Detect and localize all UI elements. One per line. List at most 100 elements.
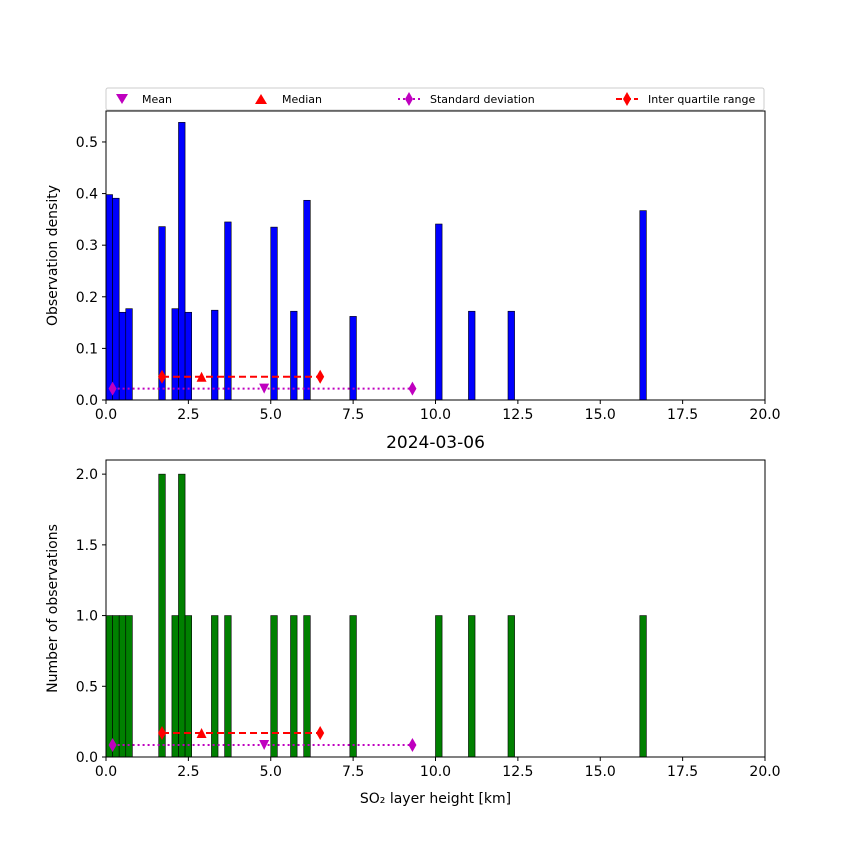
- count-x-tick-label: 20.0: [749, 764, 780, 780]
- density-x-tick-label: 7.5: [342, 407, 364, 423]
- density-y-tick-label: 0.4: [76, 187, 98, 203]
- density-bar: [224, 221, 232, 401]
- count-bar: [639, 615, 647, 758]
- density-median-marker: [196, 371, 207, 382]
- density-bar: [125, 308, 133, 401]
- density-iqr-marker: [316, 369, 325, 384]
- count-y-tick-label: 1.5: [76, 538, 98, 554]
- density-std-dev-marker: [108, 381, 117, 396]
- count-bar: [349, 615, 357, 758]
- legend-frame: [105, 87, 765, 111]
- count-bar: [303, 615, 311, 758]
- count-y-tick-label: 0.5: [76, 679, 98, 695]
- count-y-tick-label: 1.0: [76, 609, 98, 625]
- density-bar: [435, 223, 443, 401]
- count-bar: [270, 615, 278, 758]
- density-y-tick-label: 0.2: [76, 290, 98, 306]
- density-bar: [171, 308, 179, 401]
- count-bar: [224, 615, 232, 758]
- legend-item-iqr: Inter quartile range: [616, 92, 755, 106]
- density-bars: [105, 122, 647, 401]
- legend-item-std-dev: Standard deviation: [398, 92, 535, 106]
- density-bar: [118, 311, 127, 401]
- count-x-tick-label: 15.0: [585, 764, 616, 780]
- density-mean-marker: [259, 383, 270, 394]
- count-x-ticks: 0.0 2.5 5.0 7.5 10.0 12.5 15.0 17.5 20.0: [95, 757, 781, 780]
- legend-label-iqr: Inter quartile range: [648, 93, 755, 106]
- count-x-tick-label: 17.5: [667, 764, 698, 780]
- count-x-tick-label: 5.0: [260, 764, 282, 780]
- density-y-tick-label: 0.3: [76, 238, 98, 254]
- count-histogram: 2024-03-06 0.0 2.5 5.0 7.5 10.0 12.5 15.0 17.5 2…: [45, 433, 781, 807]
- count-iqr-marker: [158, 725, 167, 740]
- count-bar: [468, 615, 476, 758]
- legend-item-median: Median: [255, 93, 322, 106]
- count-x-axis-label: SO₂ layer height [km]: [360, 791, 511, 807]
- count-bar: [171, 615, 179, 758]
- density-x-tick-label: 5.0: [260, 407, 282, 423]
- density-histogram: 0.0 2.5 5.0 7.5 10.0 12.5 15.0 17.5 20.0 0.00.10…: [45, 110, 781, 423]
- density-bar: [178, 122, 186, 401]
- density-x-tick-label: 20.0: [749, 407, 780, 423]
- density-y-tick-label: 0.5: [76, 135, 98, 151]
- legend-item-mean: Mean: [116, 93, 172, 106]
- density-stats: [108, 369, 417, 396]
- median-marker-icon: [255, 94, 267, 104]
- density-bar: [290, 310, 298, 401]
- density-bar: [303, 199, 311, 401]
- iqr-marker-icon: [623, 92, 631, 106]
- density-bar: [112, 197, 120, 401]
- density-x-tick-label: 15.0: [585, 407, 616, 423]
- count-bar: [112, 615, 120, 758]
- density-bar: [270, 226, 278, 401]
- count-stats: [108, 725, 417, 752]
- density-bar: [211, 309, 219, 401]
- density-bar: [468, 310, 476, 401]
- density-x-tick-label: 12.5: [502, 407, 533, 423]
- density-y-tick-label: 0.1: [76, 341, 98, 357]
- density-y-tick-label: 0.0: [76, 393, 98, 409]
- density-bar: [184, 311, 192, 401]
- count-x-tick-label: 0.0: [95, 764, 117, 780]
- legend-label-mean: Mean: [142, 93, 172, 106]
- density-bar: [507, 310, 515, 401]
- count-x-tick-label: 7.5: [342, 764, 364, 780]
- count-bar: [118, 615, 127, 758]
- count-median-marker: [196, 727, 207, 738]
- count-mean-marker: [259, 739, 270, 750]
- count-bar: [125, 615, 133, 758]
- count-y-tick-label: 0.0: [76, 750, 98, 766]
- density-y-ticks: 0.0 0.1 0.2 0.3 0.4 0.5: [76, 135, 106, 409]
- density-x-tick-label: 17.5: [667, 407, 698, 423]
- count-x-tick-label: 2.5: [177, 764, 199, 780]
- density-bar: [639, 210, 647, 401]
- density-iqr-marker: [158, 369, 167, 384]
- count-std-dev-marker: [408, 737, 417, 752]
- count-plot-title: 2024-03-06: [386, 433, 485, 453]
- count-bar: [290, 615, 298, 758]
- density-y-axis-label: Observation density: [45, 185, 61, 326]
- count-bar: [184, 615, 192, 758]
- density-std-dev-marker: [408, 381, 417, 396]
- count-y-axis-label: Number of observations: [45, 524, 61, 693]
- density-bar: [349, 316, 357, 401]
- legend-label-std-dev: Standard deviation: [430, 93, 535, 106]
- density-bar: [105, 194, 113, 401]
- count-x-tick-label: 12.5: [502, 764, 533, 780]
- density-x-tick-label: 0.0: [95, 407, 117, 423]
- density-x-tick-label: 2.5: [177, 407, 199, 423]
- count-bar: [105, 615, 113, 758]
- density-x-tick-label: 10.0: [420, 407, 451, 423]
- count-bar: [435, 615, 443, 758]
- count-bar: [158, 473, 166, 758]
- count-bar: [178, 473, 186, 758]
- count-y-tick-label: 2.0: [76, 467, 98, 483]
- legend-label-median: Median: [282, 93, 322, 106]
- count-bar: [507, 615, 515, 758]
- legend: Mean Median Standard deviation Inter qua…: [105, 87, 765, 111]
- count-iqr-marker: [316, 725, 325, 740]
- count-x-tick-label: 10.0: [420, 764, 451, 780]
- mean-marker-icon: [116, 94, 128, 104]
- count-std-dev-marker: [108, 737, 117, 752]
